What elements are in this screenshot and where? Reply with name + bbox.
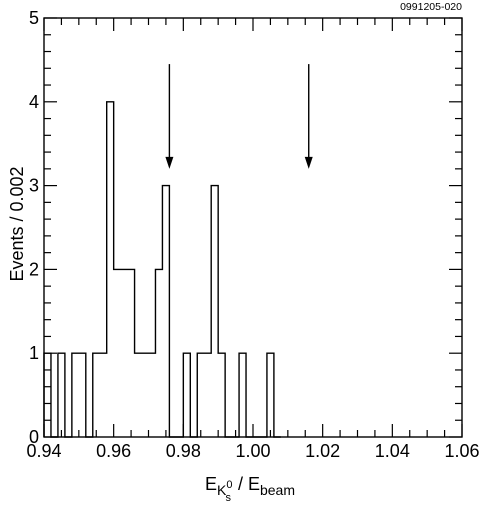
x-tick-label: 0.98: [166, 441, 201, 461]
arrow-head: [165, 156, 174, 169]
y-tick-label: 3: [29, 176, 39, 196]
x-label-zero: 0: [226, 479, 232, 491]
x-label-separator: /: [233, 474, 248, 494]
cut-arrows: [165, 64, 313, 169]
y-tick-label: 2: [29, 259, 39, 279]
x-tick-label: 1.02: [305, 441, 340, 461]
x-label-beam: beam: [260, 482, 295, 498]
y-axis-label: Events / 0.002: [7, 166, 27, 281]
x-tick-label: 0.96: [96, 441, 131, 461]
y-tick-label: 1: [29, 343, 39, 363]
arrow-head: [304, 156, 313, 169]
y-tick-label: 4: [29, 92, 39, 112]
x-axis-label: EK0 s / Ebeam: [205, 474, 295, 504]
y-tick-label: 0: [29, 427, 39, 447]
y-tick-label: 5: [29, 8, 39, 28]
x-tick-labels: 0.94 0.96 0.98 1.00 1.02 1.04 1.06: [26, 441, 479, 461]
x-label-e-beam: E: [248, 474, 260, 494]
x-tick-label: 1.06: [444, 441, 479, 461]
x-label-e: E: [205, 474, 217, 494]
x-label-k: K: [217, 482, 227, 498]
figure-code: 0991205-020: [400, 1, 462, 13]
y-tick-labels: 0 1 2 3 4 5: [29, 8, 39, 447]
x-tick-label: 0.94: [26, 441, 61, 461]
axis-ticks: [43, 17, 463, 438]
x-tick-label: 1.00: [235, 441, 270, 461]
x-tick-label: 1.04: [375, 441, 410, 461]
histogram-series-line: [43, 101, 281, 438]
x-label-s: s: [225, 492, 231, 504]
